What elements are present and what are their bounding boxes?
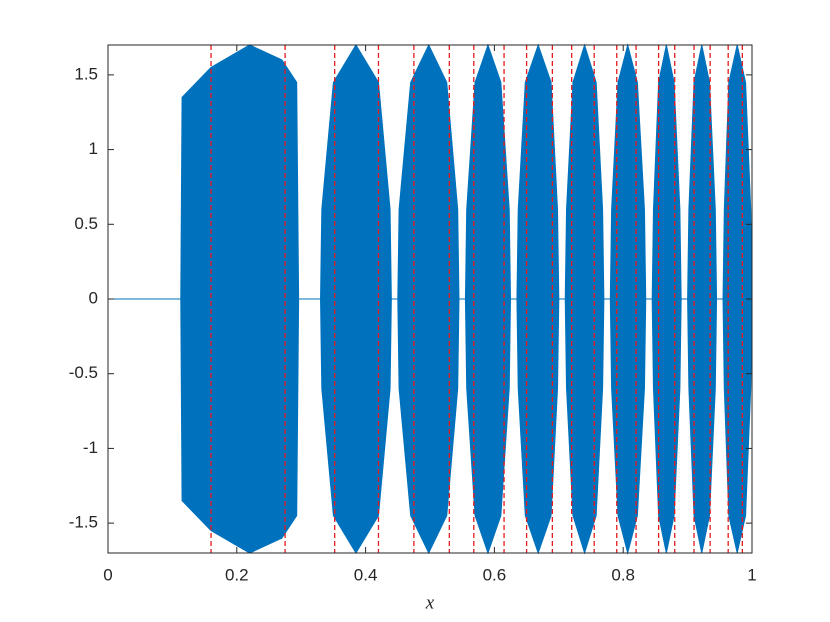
x-tick-label: 0.8 — [611, 565, 635, 584]
x-tick-label: 0 — [103, 565, 112, 584]
signal-envelope — [108, 298, 753, 555]
x-tick-label: 0.6 — [483, 565, 507, 584]
y-tick-label: 1.5 — [74, 64, 98, 83]
y-tick-label: 1 — [89, 139, 98, 158]
y-tick-label: -1.5 — [69, 513, 98, 532]
y-tick-label: -0.5 — [69, 363, 98, 382]
x-tick-label: 0.2 — [225, 565, 249, 584]
x-tick-label: 0.4 — [354, 565, 378, 584]
y-tick-label: 0.5 — [74, 214, 98, 233]
y-tick-label: -1 — [83, 438, 98, 457]
x-tick-label: 1 — [747, 565, 756, 584]
y-tick-label: 0 — [89, 288, 98, 307]
x-axis-label: x — [425, 592, 435, 613]
